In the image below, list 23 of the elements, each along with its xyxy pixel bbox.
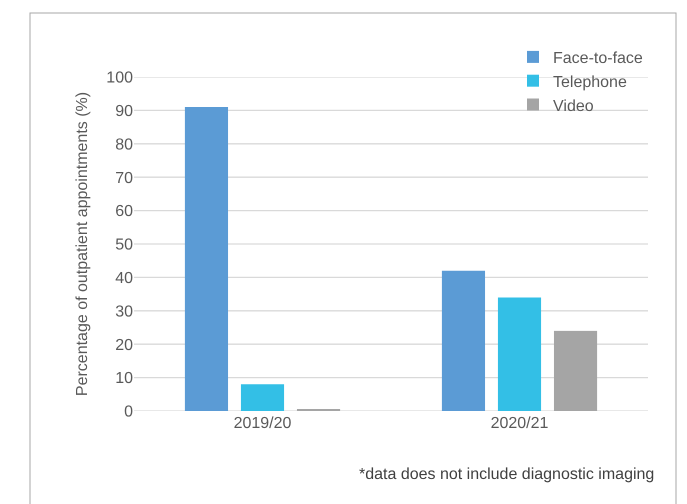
bar	[240, 384, 284, 411]
y-tick-label: 50	[115, 236, 134, 254]
y-axis-title: Percentage of outpatient appointments (%)	[74, 92, 92, 396]
legend-label: Telephone	[553, 74, 627, 91]
bar	[184, 107, 228, 411]
y-tick-label: 10	[115, 370, 134, 388]
y-tick-label: 30	[115, 303, 134, 320]
bar	[498, 297, 542, 411]
bar	[554, 330, 598, 411]
bar	[442, 270, 486, 411]
y-tick-label: 70	[115, 170, 134, 187]
y-tick-label: 20	[115, 336, 134, 354]
y-tick-label: 100	[106, 70, 134, 87]
y-tick-label: 90	[115, 103, 134, 120]
y-tick-label: 0	[124, 404, 134, 421]
y-tick-label: 60	[115, 203, 134, 220]
x-tick-label: 2020/21	[490, 415, 549, 432]
x-tick-label: 2019/20	[234, 415, 292, 432]
legend-label: Video	[553, 98, 594, 115]
y-tick-label: 40	[115, 270, 134, 287]
y-tick-label: 80	[115, 136, 134, 154]
text: *data does not include diagnostic imaging	[359, 466, 654, 483]
legend-label: Face-to-face	[553, 50, 643, 68]
